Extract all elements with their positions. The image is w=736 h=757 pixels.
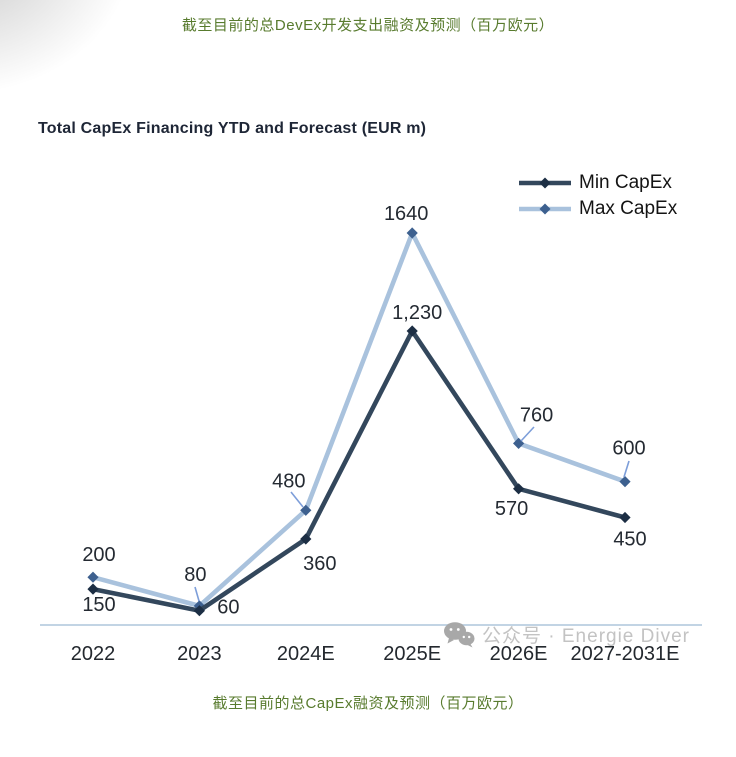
max-capex-marker: [87, 571, 99, 583]
label-leader-line: [194, 586, 200, 602]
legend-item-max-capex: Max CapEx: [518, 198, 677, 220]
data-label: 600: [612, 438, 645, 460]
data-label: 450: [613, 529, 646, 551]
max-capex-line: [92, 227, 626, 609]
chart-title: Total CapEx Financing YTD and Forecast (…: [38, 120, 427, 137]
min-capex-line: [92, 326, 626, 614]
max-capex-legend-swatch: [519, 203, 571, 215]
x-axis-label: 2023: [177, 643, 222, 665]
watermark: 公众号 · Energie Diver: [443, 621, 690, 648]
data-label: 760: [520, 404, 553, 426]
max-capex-marker: [406, 227, 418, 239]
caption-bottom: 截至目前的总CapEx融资及预测（百万欧元）: [212, 695, 524, 712]
data-label: 1,230: [392, 302, 442, 324]
min-capex-legend-swatch: [519, 177, 571, 189]
data-label: 60: [217, 597, 239, 619]
legend-label-max-capex: Max CapEx: [579, 198, 678, 219]
x-axis-label: 2025E: [383, 643, 441, 665]
max-capex-marker: [300, 504, 312, 516]
x-axis-label: 2024E: [277, 643, 335, 665]
min-capex-marker: [619, 511, 631, 524]
data-label: 150: [82, 594, 115, 616]
label-leader-line: [520, 426, 535, 442]
data-label: 360: [303, 553, 336, 575]
label-leader-line: [290, 491, 304, 508]
caption-top: 截至目前的总DevEx开发支出融资及预测（百万欧元）: [181, 17, 555, 34]
x-axis-label: 2022: [71, 643, 116, 665]
chart-legend: Min CapEx Max CapEx: [518, 172, 677, 220]
label-leader-line: [623, 460, 630, 478]
min-capex-marker: [87, 583, 99, 595]
max-capex-marker: [619, 476, 631, 488]
legend-item-min-capex: Min CapEx: [518, 172, 677, 194]
x-axis-label: 2027-2031E: [571, 643, 680, 665]
min-capex-marker: [193, 605, 205, 617]
min-capex-marker: [513, 483, 525, 495]
max-capex-marker: [513, 437, 525, 449]
wechat-icon: [444, 622, 475, 648]
data-label: 570: [495, 498, 528, 520]
data-label: 1640: [384, 203, 429, 225]
min-capex-marker: [406, 325, 418, 337]
watermark-text: 公众号 · Energie Diver: [482, 626, 690, 647]
data-label: 200: [82, 544, 115, 566]
legend-label-min-capex: Min CapEx: [579, 172, 672, 193]
data-label: 480: [272, 470, 305, 492]
data-label: 80: [184, 564, 206, 586]
min-capex-marker: [300, 533, 312, 545]
x-axis-label: 2026E: [490, 643, 548, 665]
